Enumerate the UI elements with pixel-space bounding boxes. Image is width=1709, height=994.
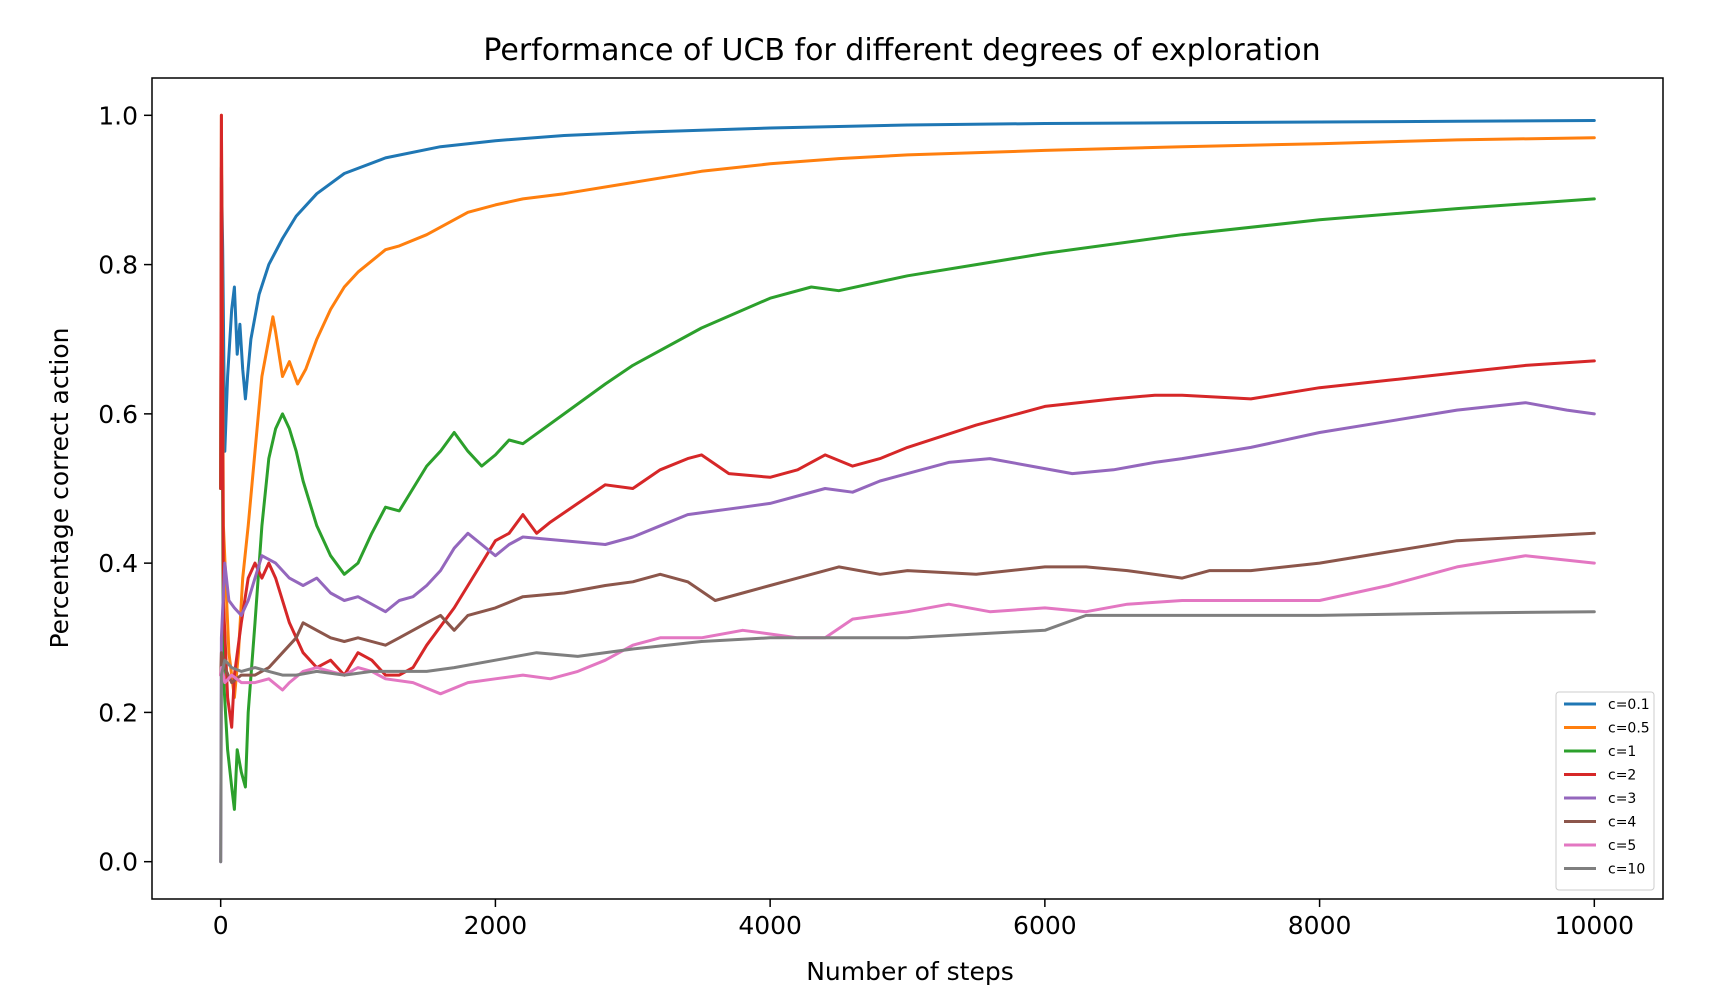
legend-label: c=1 [1608, 744, 1636, 760]
legend-label: c=4 [1608, 815, 1636, 831]
legend-label: c=10 [1608, 862, 1645, 878]
legend-label: c=3 [1608, 791, 1636, 807]
x-axis: 0 2000 4000 6000 8000 10000 [213, 899, 1634, 940]
y-axis-label: Percentage correct action [45, 327, 74, 648]
x-tick-label: 2000 [464, 911, 528, 940]
y-tick-label: 0.2 [98, 698, 138, 727]
series-line-c=10 [219, 610, 1596, 864]
x-tick-label: 6000 [1013, 911, 1077, 940]
y-tick-label: 0.4 [98, 549, 138, 578]
legend-label: c=2 [1608, 768, 1636, 784]
y-tick-label: 0.6 [98, 400, 138, 429]
legend-label: c=0.1 [1608, 697, 1650, 713]
plot-frame [151, 77, 1664, 900]
y-axis: 0.0 0.2 0.4 0.6 0.8 1.0 [98, 101, 152, 877]
chart-title: Performance of UCB for different degrees… [483, 33, 1320, 68]
series-line-c=4 [219, 531, 1596, 685]
series-line-c=0.1 [219, 119, 1596, 490]
y-tick-label: 1.0 [98, 101, 138, 130]
x-tick-label: 0 [213, 911, 229, 940]
x-axis-label: Number of steps [806, 957, 1014, 986]
legend: c=0.1 c=0.5 c=1 c=2 c=3 c=4 c=5 c=10 [1555, 691, 1655, 891]
legend-box [1555, 691, 1655, 891]
series-line-c=3 [219, 401, 1596, 864]
series-line-c=5 [219, 554, 1596, 696]
x-tick-label: 4000 [738, 911, 802, 940]
series-line-c=0.5 [219, 113, 1596, 699]
series-line-c=1 [219, 197, 1596, 811]
y-tick-label: 0.8 [98, 251, 138, 280]
x-tick-label: 10000 [1555, 911, 1635, 940]
x-tick-label: 8000 [1288, 911, 1352, 940]
legend-label: c=5 [1608, 838, 1636, 854]
series-line-c=2 [219, 113, 1596, 729]
y-tick-label: 0.0 [98, 848, 138, 877]
legend-label: c=0.5 [1608, 721, 1650, 737]
plot-lines [219, 113, 1596, 864]
